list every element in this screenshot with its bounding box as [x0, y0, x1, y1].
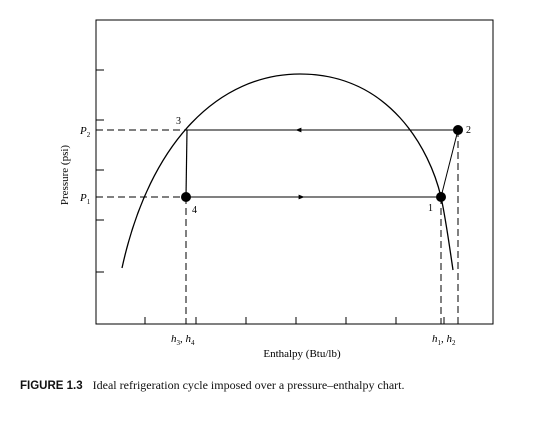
state-point-3-label: 3 [176, 116, 181, 127]
p2-label: P2 [79, 125, 91, 139]
h3-h4-label: h3, h4 [171, 333, 195, 347]
p1-label: P1 [79, 192, 91, 206]
y-axis-label: Pressure (psi) [59, 145, 71, 206]
state-point-2-label: 2 [466, 125, 471, 136]
y-axis-ticks [96, 69, 104, 273]
saturation-dome-curve [121, 73, 442, 269]
plot-frame [95, 19, 494, 325]
compression-line [440, 129, 459, 198]
figure-number: FIGURE 1.3 [20, 380, 83, 392]
state-point-2-marker [453, 125, 463, 135]
figure-caption: FIGURE 1.3 Ideal refrigeration cycle impo… [20, 378, 405, 393]
figure-caption-text: Ideal refrigeration cycle imposed over a… [92, 378, 405, 392]
x-axis-label: Enthalpy (Btu/lb) [263, 348, 341, 360]
expansion-line [185, 129, 188, 198]
x-axis-ticks [144, 317, 445, 324]
state-point-4-marker [181, 192, 191, 202]
state-point-1-label: 1 [428, 203, 433, 214]
state-point-4-label: 4 [192, 205, 197, 216]
h1-h2-label: h1, h2 [432, 333, 456, 347]
state-point-1-marker [436, 192, 446, 202]
saturation-dome-tail [440, 196, 454, 271]
